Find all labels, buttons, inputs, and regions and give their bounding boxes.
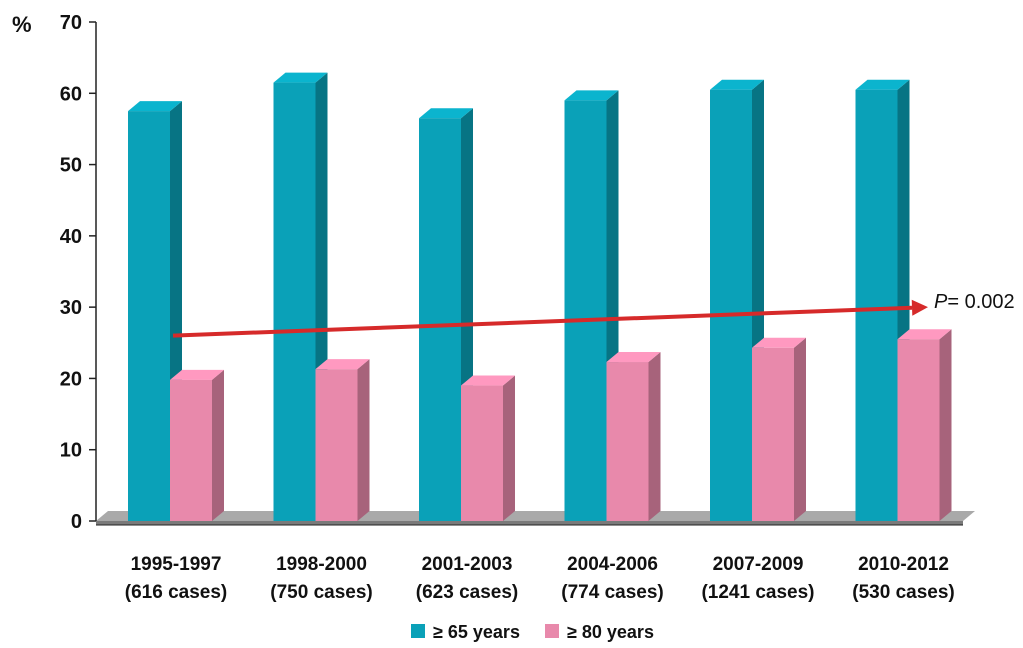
bar-top — [897, 329, 952, 340]
y-tick-label: 70 — [60, 12, 82, 34]
floor-front — [96, 521, 963, 525]
y-tick-label: 50 — [60, 155, 82, 177]
x-tick-label: (750 cases) — [270, 582, 372, 603]
bar-side — [357, 359, 370, 521]
bar-top — [273, 72, 328, 83]
bar-side — [648, 352, 661, 521]
bar-top — [170, 369, 224, 380]
bar-top — [128, 101, 182, 112]
y-tick-label: 20 — [60, 368, 82, 390]
axes-group: 0 10 20 30 40 50 60 70 1995-1997 (616 cases) 1998-… — [60, 12, 963, 603]
legend: ≥ 65 years ≥ 80 years — [411, 622, 654, 642]
p-value-annotation: P= 0.002 — [934, 291, 1015, 313]
trend-group: P= 0.002 — [172, 291, 1015, 338]
trend-arrow-head — [911, 299, 928, 316]
x-tick-label: 2007-2009 — [713, 554, 804, 575]
x-tick-label: 1998-2000 — [276, 554, 367, 575]
x-tick-label: (616 cases) — [125, 582, 227, 603]
bar-top — [564, 90, 619, 101]
x-tick-label: (1241 cases) — [701, 582, 814, 603]
bar-side — [939, 329, 952, 521]
legend-label: ≥ 80 years — [567, 622, 654, 642]
x-tick-label: 1995-1997 — [131, 554, 222, 575]
floor-top — [96, 511, 975, 521]
bars-group — [128, 72, 952, 522]
bar — [564, 100, 607, 522]
bar-side — [794, 337, 806, 521]
y-tick-label: 10 — [60, 440, 82, 462]
legend-label: ≥ 65 years — [433, 622, 520, 642]
x-tick-label: (623 cases) — [416, 582, 518, 603]
bar — [855, 89, 898, 521]
bar-top — [855, 79, 910, 90]
y-tick-label: 60 — [60, 83, 82, 105]
bar-side — [503, 375, 515, 521]
y-tick-label: 0 — [71, 511, 82, 533]
x-tick-label: 2004-2006 — [567, 554, 658, 575]
x-tick-label: 2001-2003 — [422, 554, 513, 575]
bar — [710, 89, 752, 521]
bar — [128, 111, 170, 521]
bar-side — [212, 369, 224, 521]
bar-top — [710, 79, 764, 90]
y-tick-label: 40 — [60, 226, 82, 248]
bar-top — [752, 337, 806, 348]
trend-arrow-line — [172, 305, 913, 338]
bar — [315, 369, 358, 521]
bar-top — [315, 359, 370, 370]
bar — [419, 118, 461, 521]
y-tick-label: 30 — [60, 297, 82, 319]
y-axis-unit: % — [12, 12, 32, 37]
x-tick-label: (530 cases) — [852, 582, 954, 603]
bar-top — [419, 108, 473, 119]
bar — [461, 385, 503, 521]
x-tick-label: 2010-2012 — [858, 554, 949, 575]
bar — [273, 82, 316, 521]
bar — [606, 362, 649, 521]
bar — [897, 339, 940, 521]
bar-top — [606, 352, 661, 363]
legend-swatch — [411, 624, 425, 638]
legend-swatch — [545, 624, 559, 638]
bar-top — [461, 375, 515, 386]
chart-floor — [96, 511, 975, 525]
x-tick-label: (774 cases) — [561, 582, 663, 603]
bar — [170, 379, 212, 521]
bar — [752, 347, 794, 521]
